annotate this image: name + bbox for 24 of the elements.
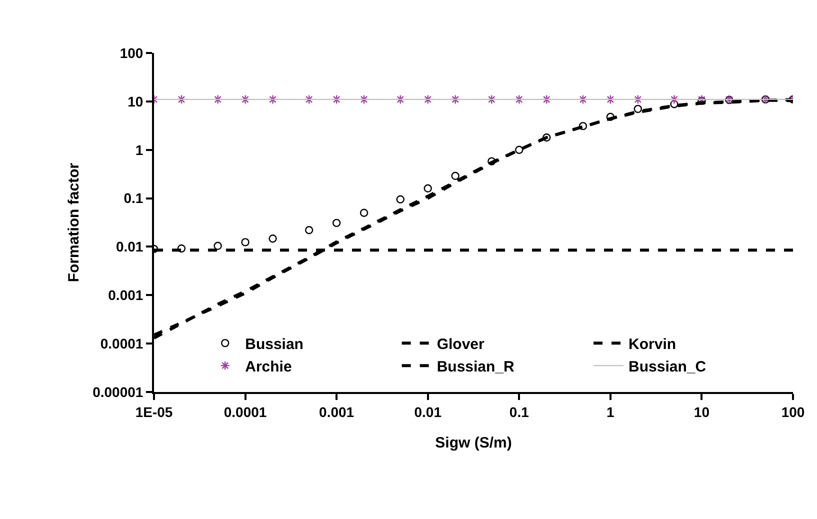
y-tick-label: 0.01 — [116, 238, 144, 255]
y-tick-label: 0.1 — [124, 190, 144, 206]
x-tick-label: 10 — [694, 404, 710, 420]
x-tick-label: 0.01 — [414, 404, 442, 420]
x-tick-label: 1 — [606, 404, 615, 420]
y-tick-label: 0.00001 — [92, 384, 144, 400]
x-tick-label: 100 — [781, 404, 805, 420]
y-tick-label: 0.0001 — [100, 335, 144, 352]
x-tick-label: 0.001 — [319, 404, 354, 420]
x-axis-title: Sigw (S/m) — [435, 434, 512, 452]
y-axis-title: Formation factor — [65, 162, 82, 282]
y-tick-label: 0.001 — [108, 287, 144, 304]
x-tick-label: 1E-05 — [135, 404, 173, 420]
legend-label: Korvin — [628, 336, 676, 353]
legend-label: Bussian — [245, 336, 304, 353]
legend-label: Glover — [436, 336, 484, 353]
y-tick-label: 100 — [120, 44, 144, 61]
x-tick-label: 0.0001 — [224, 404, 267, 420]
legend-label: Archie — [245, 358, 292, 376]
legend-label: Bussian_C — [628, 358, 706, 376]
y-tick-label: 10 — [128, 93, 144, 110]
x-tick-label: 0.1 — [509, 404, 530, 420]
y-tick-label: 1 — [135, 142, 144, 158]
legend-label: Bussian_R — [436, 358, 515, 376]
